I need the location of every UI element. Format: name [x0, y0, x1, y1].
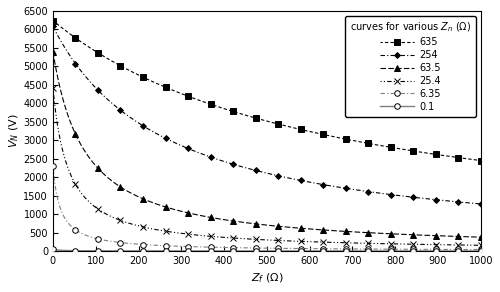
Legend: 635, 254, 63.5, 25.4, 6.35, 0.1: 635, 254, 63.5, 25.4, 6.35, 0.1: [345, 16, 476, 117]
X-axis label: $Z_f$ (Ω): $Z_f$ (Ω): [250, 272, 283, 285]
Y-axis label: $V_N$ (V): $V_N$ (V): [7, 114, 20, 148]
